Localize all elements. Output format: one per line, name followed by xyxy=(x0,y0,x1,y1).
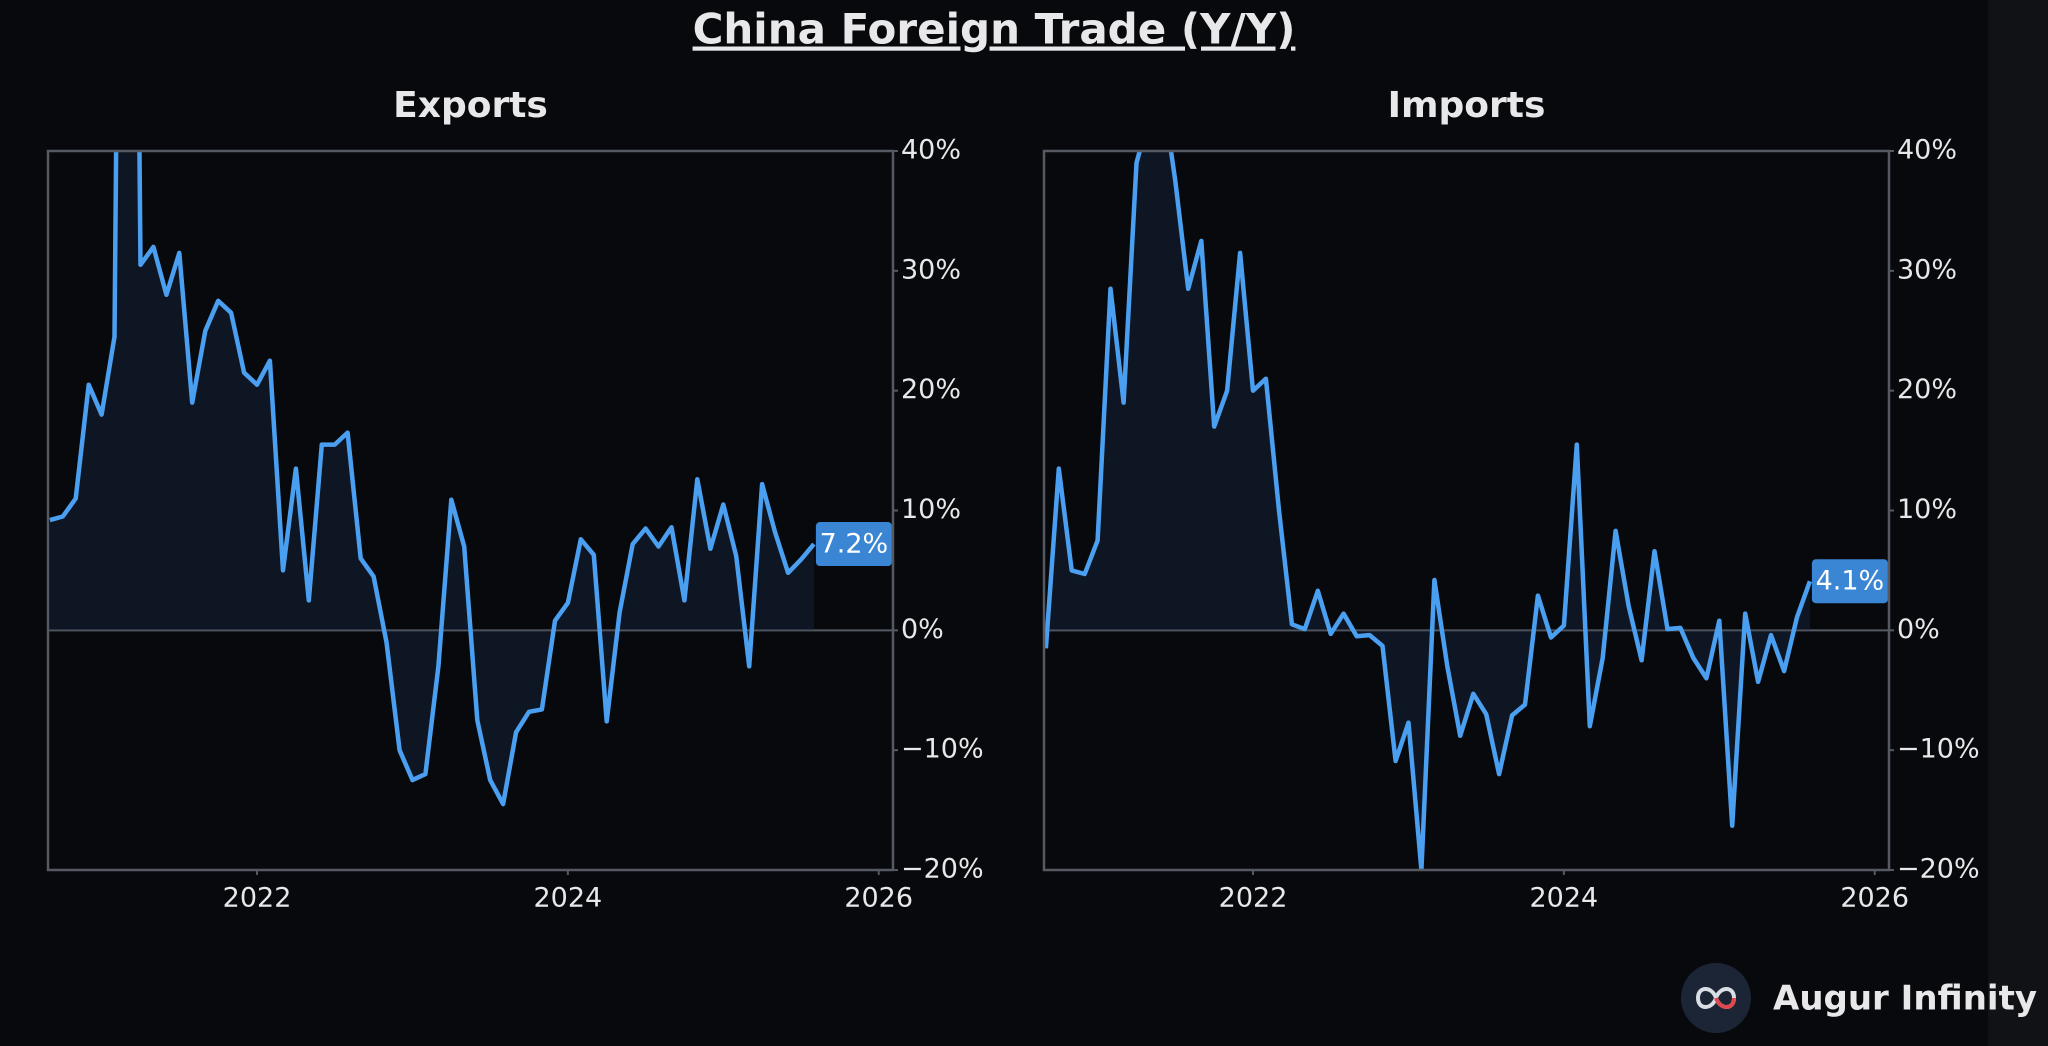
y-tick-label: 20% xyxy=(901,374,961,405)
x-tick-label: 2022 xyxy=(223,883,292,914)
value-label-text: 4.1% xyxy=(1816,566,1885,597)
brand-name: Augur Infinity xyxy=(1773,979,2037,1019)
area xyxy=(49,151,814,805)
brand-logo-accent xyxy=(1714,997,1736,1009)
x-tick-label: 2024 xyxy=(534,883,603,914)
chart: Imports 40% 30% 20% 10% 0% −10% −20% 2022 2024 202… xyxy=(1042,85,1980,914)
x-tick-label: 2026 xyxy=(1840,883,1909,914)
value-label: 4.1% xyxy=(1811,559,1888,604)
plot-clip xyxy=(49,151,816,807)
y-tick-label: 0% xyxy=(901,614,944,645)
y-tick-label: 20% xyxy=(1897,374,1957,405)
value-label-box xyxy=(1811,559,1888,604)
y-tick-label: 10% xyxy=(901,494,961,525)
value-label-text: 7.2% xyxy=(820,529,889,560)
page-title: China Foreign Trade (Y/Y) xyxy=(693,5,1296,54)
side-strip xyxy=(1988,0,2048,1046)
y-tick-label: 0% xyxy=(1897,614,1940,645)
y-tick-label: 40% xyxy=(1897,135,1957,166)
y-tick-label: −20% xyxy=(1897,854,1980,885)
plot-clip xyxy=(1044,151,1813,870)
plot-frame xyxy=(46,149,895,872)
plot-frame xyxy=(1042,149,1891,872)
brand: Augur Infinity xyxy=(1681,963,2037,1033)
x-tick-label: 2022 xyxy=(1219,883,1288,914)
line xyxy=(1044,151,1813,870)
y-tick-label: 30% xyxy=(1897,254,1957,285)
y-tick-label: −10% xyxy=(901,734,984,765)
chart-title: Imports xyxy=(1388,85,1546,126)
value-label-box xyxy=(815,522,892,567)
chart: Exports 40% 30% 20% 10% 0% −10% −20% 2022 2024 202… xyxy=(46,85,984,914)
line xyxy=(49,151,816,807)
value-label: 7.2% xyxy=(815,522,892,567)
y-tick-label: 40% xyxy=(901,135,961,166)
y-tick-label: −10% xyxy=(1897,734,1980,765)
chart-title: Exports xyxy=(393,85,548,126)
area xyxy=(1045,151,1810,870)
y-tick-label: −20% xyxy=(901,854,984,885)
y-tick-label: 10% xyxy=(1897,494,1957,525)
x-tick-label: 2024 xyxy=(1530,883,1599,914)
y-tick-label: 30% xyxy=(901,254,961,285)
x-tick-label: 2026 xyxy=(844,883,913,914)
